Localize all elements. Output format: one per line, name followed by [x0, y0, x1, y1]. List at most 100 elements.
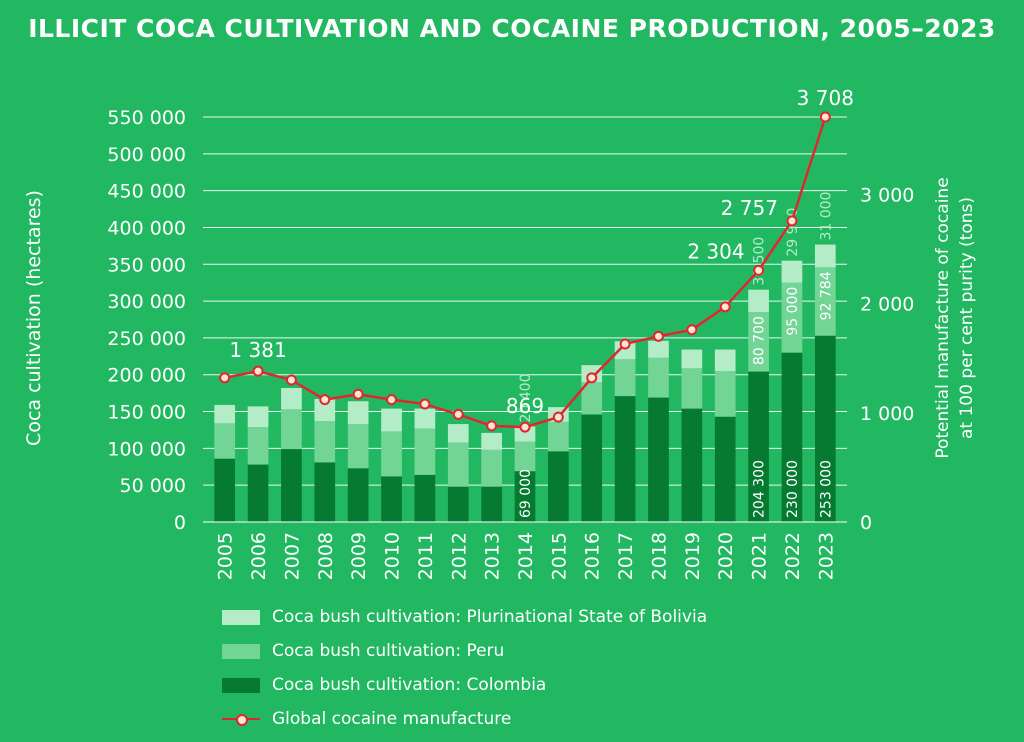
y-axis-title-right-line2: at 100 per cent purity (tons)	[957, 197, 977, 439]
y-tick-label: 250 000	[107, 328, 186, 350]
legend-swatch-colombia	[222, 677, 260, 693]
manufacture-point-2022	[786, 215, 798, 227]
bar-value-label-colombia-2022: 230 000	[785, 460, 801, 518]
legend-swatch-peru	[222, 643, 260, 659]
x-tick-label-2016: 2016	[582, 532, 604, 580]
x-tick-label-2022: 2022	[782, 532, 804, 580]
manufacture-label-2006: 1 381	[229, 338, 286, 362]
legend-item-manufacture: Global cocaine manufacture	[222, 702, 707, 736]
bar-peru-2006	[247, 427, 269, 465]
bar-peru-2019	[681, 368, 703, 409]
manufacture-point-2018	[652, 330, 664, 342]
x-tick-label-2013: 2013	[482, 532, 504, 580]
bar-peru-2005	[214, 423, 236, 459]
bar-colombia-2018	[648, 397, 669, 522]
y-tick-label: 400 000	[107, 217, 186, 239]
bar-peru-2007	[281, 409, 302, 450]
bar-colombia-2017	[614, 396, 636, 522]
bar-value-label-peru-2023: 92 784	[818, 271, 834, 320]
bar-peru-2015	[548, 421, 569, 452]
bar-bolivia-2018	[648, 340, 669, 358]
manufacture-point-2017	[619, 338, 631, 350]
bar-peru-2021	[748, 312, 769, 372]
bar-value-label-colombia-2014: 69 000	[518, 469, 534, 518]
bar-bolivia-2022	[781, 260, 803, 283]
y-axis-title-right-line1: Potential manufacture of cocaine	[933, 177, 953, 458]
manufacture-point-2020	[719, 301, 731, 313]
bar-peru-2013	[481, 449, 502, 487]
x-tick-label-2023: 2023	[815, 532, 837, 580]
x-tick-label-2007: 2007	[281, 532, 303, 580]
chart-canvas: 0 50 000 100 000 150 000 200 000 250 000 300 0…	[23, 86, 977, 580]
bar-bolivia-2007	[281, 387, 302, 410]
manufacture-point-2008	[319, 394, 331, 406]
manufacture-label-2023: 3 708	[797, 86, 854, 110]
x-tick-label-2010: 2010	[382, 532, 404, 580]
y-axis-left: 0 50 000 100 000 150 000 200 000 250 000 300 0…	[107, 107, 186, 534]
bar-peru-2016	[581, 382, 603, 415]
bar-value-label-peru-2021: 80 700	[752, 316, 768, 365]
y2-tick-label: 3 000	[860, 184, 914, 206]
y-axis-title-left: Coca cultivation (hectares)	[23, 190, 45, 446]
bar-peru-2014	[514, 441, 536, 472]
y2-tick-label: 0	[860, 512, 872, 534]
bar-peru-2008	[314, 421, 336, 463]
y2-tick-label: 2 000	[860, 294, 914, 316]
bar-colombia-2006	[247, 464, 269, 522]
bar-bolivia-2012	[447, 424, 469, 443]
y-tick-label: 300 000	[107, 291, 186, 313]
bar-peru-2022	[781, 282, 803, 353]
bar-peru-2009	[347, 424, 369, 469]
chart-title: ILLICIT COCA CULTIVATION AND COCAINE PRO…	[28, 14, 996, 43]
bar-bolivia-2013	[481, 432, 502, 450]
bar-value-label-bolivia-2014: 20 400	[518, 373, 534, 422]
bar-peru-2023	[814, 267, 836, 336]
legend-label-manufacture: Global cocaine manufacture	[272, 709, 512, 729]
bar-bolivia-2023	[814, 244, 836, 268]
bar-peru-2018	[648, 357, 669, 398]
manufacture-point-2007	[285, 374, 297, 386]
x-tick-label-2008: 2008	[315, 532, 337, 580]
bar-bolivia-2021	[748, 289, 769, 313]
manufacture-point-2010	[386, 394, 398, 406]
manufacture-label-2014: 869	[506, 394, 544, 418]
legend-item-peru: Coca bush cultivation: Peru	[222, 634, 707, 668]
bar-colombia-2023	[814, 335, 836, 522]
bar-colombia-2015	[548, 451, 569, 522]
bar-bolivia-2009	[347, 401, 369, 425]
x-tick-label-2012: 2012	[448, 532, 470, 580]
bar-colombia-2012	[447, 486, 469, 522]
bar-colombia-2008	[314, 462, 336, 522]
bar-bolivia-2011	[414, 408, 436, 429]
bar-colombia-2011	[414, 474, 436, 522]
legend-label-peru: Coca bush cultivation: Peru	[272, 641, 505, 661]
y-tick-label: 450 000	[107, 181, 186, 203]
x-tick-label-2017: 2017	[615, 532, 637, 580]
bars	[214, 244, 836, 522]
manufacture-line: 1 381 869 2 304 2 757 3 708	[219, 86, 854, 433]
bar-colombia-2010	[381, 476, 402, 522]
x-tick-label-2006: 2006	[248, 532, 270, 580]
manufacture-point-2009	[352, 388, 364, 400]
bar-colombia-2007	[281, 449, 302, 522]
bar-bolivia-2020	[714, 349, 736, 372]
x-tick-label-2019: 2019	[682, 532, 704, 580]
bar-colombia-2016	[581, 414, 603, 522]
manufacture-point-2012	[452, 408, 464, 420]
bar-colombia-2021	[748, 371, 769, 522]
bar-bolivia-2008	[314, 399, 336, 422]
legend-label-colombia: Coca bush cultivation: Colombia	[272, 675, 547, 695]
bar-bolivia-2014	[514, 426, 536, 442]
bar-peru-2020	[714, 371, 736, 417]
bar-colombia-2020	[714, 416, 736, 522]
manufacture-label-2022: 2 757	[721, 196, 778, 220]
bar-bolivia-2006	[247, 406, 269, 428]
bar-colombia-2005	[214, 458, 236, 522]
bar-colombia-2019	[681, 408, 703, 522]
y2-tick-label: 1 000	[860, 403, 914, 425]
legend-swatch-manufacture	[222, 712, 260, 727]
legend: Coca bush cultivation: Plurinational Sta…	[222, 600, 707, 736]
x-axis: 2005 2006 2007 2008 2009 2010 2011 2012 2013 2014…	[203, 521, 847, 580]
bar-bolivia-2010	[381, 408, 402, 432]
bar-value-label-colombia-2021: 204 300	[752, 460, 768, 518]
